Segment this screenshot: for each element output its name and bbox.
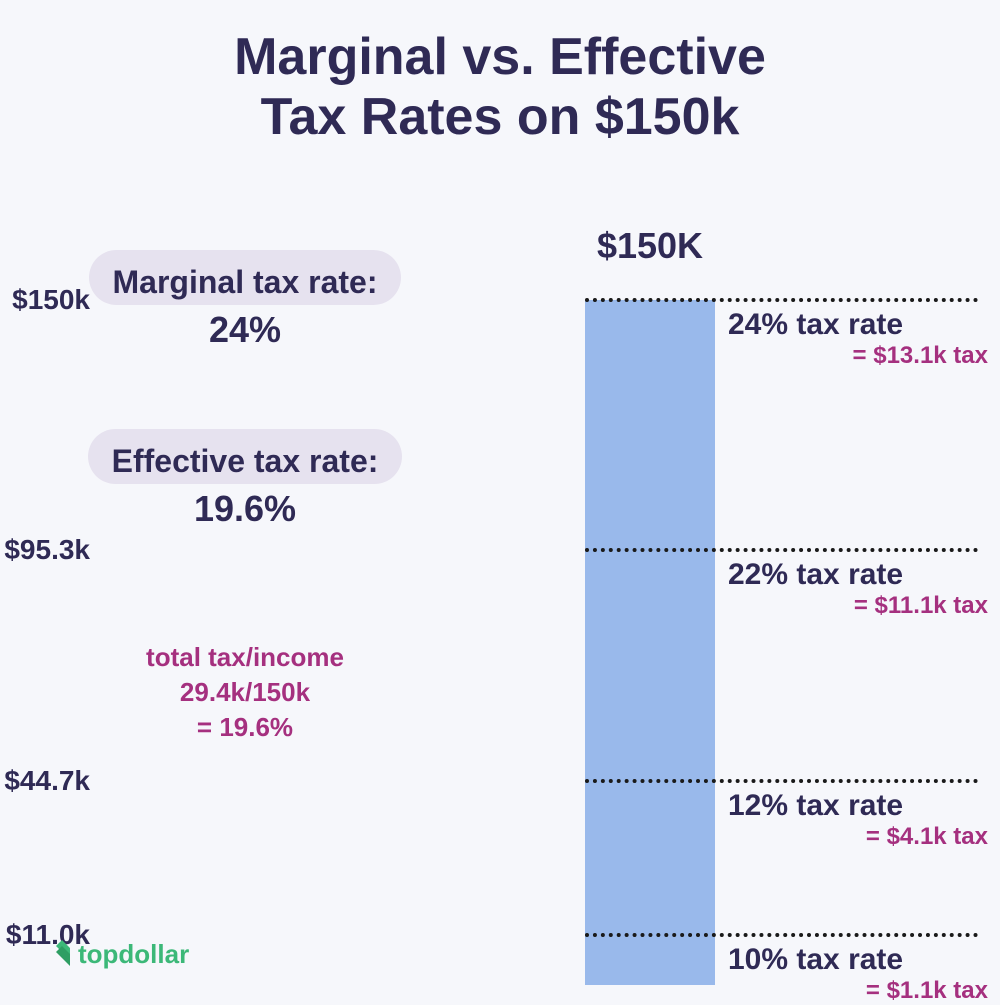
tax-bracket-chart: $150K $150k$95.3k$44.7k$11.0k24% tax rat… (490, 225, 980, 985)
marginal-rate-block: Marginal tax rate: 24% (30, 250, 460, 351)
topdollar-icon (22, 936, 70, 972)
bracket-tax-amount: = $13.1k tax (728, 342, 988, 370)
brand-logo: topdollar (22, 936, 189, 972)
calculation-note: total tax/income 29.4k/150k = 19.6% (30, 640, 460, 745)
bracket-rate: 22% tax rate (728, 558, 988, 592)
effective-rate-value: 19.6% (30, 488, 460, 530)
axis-tick-line (585, 548, 978, 552)
bracket-label: 12% tax rate= $4.1k tax (728, 789, 988, 851)
axis-tick-label: $44.7k (4, 765, 90, 797)
bracket-rate: 24% tax rate (728, 308, 988, 342)
effective-rate-label: Effective tax rate: (112, 443, 379, 479)
bracket-tax-amount: = $11.1k tax (728, 592, 988, 620)
effective-rate-pill: Effective tax rate: (88, 429, 403, 484)
title-line-2: Tax Rates on $150k (0, 88, 1000, 148)
bracket-rate: 10% tax rate (728, 943, 988, 977)
calc-line-1: total tax/income (30, 640, 460, 675)
axis-tick-label: $95.3k (4, 534, 90, 566)
axis-tick-line (585, 933, 978, 937)
marginal-rate-pill: Marginal tax rate: (89, 250, 402, 305)
bracket-label: 10% tax rate= $1.1k tax (728, 943, 988, 1005)
income-bar (585, 300, 715, 985)
bracket-rate: 12% tax rate (728, 789, 988, 823)
calc-line-3: = 19.6% (30, 710, 460, 745)
brand-name: topdollar (78, 939, 189, 970)
calc-line-2: 29.4k/150k (30, 675, 460, 710)
effective-rate-block: Effective tax rate: 19.6% (30, 429, 460, 530)
axis-tick-line (585, 298, 978, 302)
page-title: Marginal vs. Effective Tax Rates on $150… (0, 0, 1000, 148)
bracket-label: 22% tax rate= $11.1k tax (728, 558, 988, 620)
bracket-tax-amount: = $4.1k tax (728, 823, 988, 851)
marginal-rate-label: Marginal tax rate: (113, 264, 378, 300)
title-line-1: Marginal vs. Effective (0, 28, 1000, 88)
axis-tick-label: $150k (12, 284, 90, 316)
chart-title: $150K (550, 225, 750, 267)
axis-tick-line (585, 779, 978, 783)
bracket-label: 24% tax rate= $13.1k tax (728, 308, 988, 370)
left-column: Marginal tax rate: 24% Effective tax rat… (30, 250, 460, 745)
bracket-tax-amount: = $1.1k tax (728, 977, 988, 1005)
marginal-rate-value: 24% (30, 309, 460, 351)
